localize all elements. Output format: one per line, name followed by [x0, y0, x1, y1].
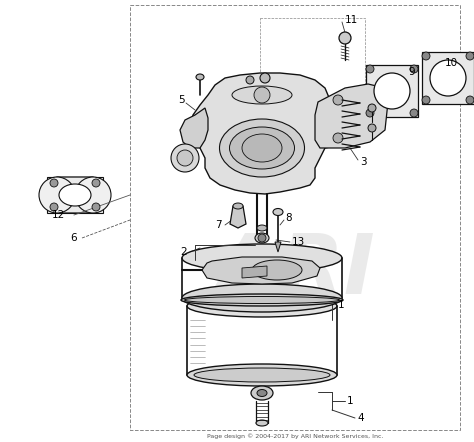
Ellipse shape — [196, 74, 204, 80]
Ellipse shape — [39, 177, 75, 213]
Ellipse shape — [430, 60, 466, 96]
Ellipse shape — [50, 203, 58, 211]
Text: 10: 10 — [445, 58, 458, 68]
Ellipse shape — [187, 295, 337, 317]
Text: 3: 3 — [360, 157, 366, 167]
Ellipse shape — [333, 95, 343, 105]
Ellipse shape — [366, 65, 374, 73]
Text: 11: 11 — [345, 15, 358, 25]
Ellipse shape — [92, 203, 100, 211]
Text: 6: 6 — [70, 233, 77, 243]
Ellipse shape — [187, 364, 337, 386]
Text: ARI: ARI — [215, 229, 375, 310]
Polygon shape — [422, 52, 474, 104]
Text: 8: 8 — [285, 213, 292, 223]
Text: 13: 13 — [292, 237, 305, 247]
Ellipse shape — [246, 76, 254, 84]
Ellipse shape — [184, 297, 339, 304]
Text: 1: 1 — [338, 300, 345, 310]
Ellipse shape — [255, 233, 269, 243]
Ellipse shape — [366, 109, 374, 117]
Text: 12: 12 — [52, 210, 65, 220]
Ellipse shape — [258, 234, 266, 242]
Ellipse shape — [368, 124, 376, 132]
Ellipse shape — [252, 260, 302, 280]
Ellipse shape — [260, 73, 270, 83]
Ellipse shape — [182, 284, 342, 312]
Text: 9: 9 — [408, 67, 415, 77]
Ellipse shape — [92, 179, 100, 187]
Text: 5: 5 — [178, 95, 185, 105]
Polygon shape — [202, 257, 320, 284]
Ellipse shape — [339, 32, 351, 44]
Ellipse shape — [257, 225, 267, 231]
Text: 2: 2 — [180, 247, 187, 257]
Ellipse shape — [368, 104, 376, 112]
Ellipse shape — [333, 133, 343, 143]
Polygon shape — [242, 266, 267, 278]
Ellipse shape — [422, 96, 430, 104]
Ellipse shape — [50, 179, 58, 187]
Ellipse shape — [59, 184, 91, 206]
Ellipse shape — [466, 96, 474, 104]
Ellipse shape — [233, 203, 243, 209]
Ellipse shape — [466, 52, 474, 60]
Text: 1: 1 — [347, 396, 354, 406]
Polygon shape — [275, 242, 281, 252]
Ellipse shape — [254, 87, 270, 103]
Bar — [130, 5, 460, 430]
Ellipse shape — [422, 52, 430, 60]
Ellipse shape — [273, 209, 283, 216]
Ellipse shape — [242, 134, 282, 162]
Ellipse shape — [194, 368, 330, 382]
Ellipse shape — [181, 294, 343, 306]
Ellipse shape — [177, 150, 193, 166]
Polygon shape — [47, 177, 103, 213]
Ellipse shape — [256, 420, 268, 426]
Ellipse shape — [410, 65, 418, 73]
Text: 7: 7 — [215, 220, 222, 230]
Ellipse shape — [229, 127, 294, 169]
Ellipse shape — [182, 244, 342, 272]
Text: Page design © 2004-2017 by ARI Network Services, Inc.: Page design © 2004-2017 by ARI Network S… — [207, 433, 383, 439]
Ellipse shape — [219, 119, 304, 177]
Ellipse shape — [251, 386, 273, 400]
Bar — [260, 18, 365, 98]
Polygon shape — [230, 206, 246, 228]
Polygon shape — [366, 65, 418, 117]
Ellipse shape — [257, 389, 267, 396]
Ellipse shape — [75, 177, 111, 213]
Polygon shape — [315, 84, 388, 148]
Polygon shape — [47, 177, 103, 213]
Ellipse shape — [232, 86, 292, 104]
Ellipse shape — [410, 109, 418, 117]
Polygon shape — [190, 73, 360, 194]
Polygon shape — [180, 108, 208, 148]
Text: 4: 4 — [357, 413, 364, 423]
Ellipse shape — [374, 73, 410, 109]
Ellipse shape — [171, 144, 199, 172]
